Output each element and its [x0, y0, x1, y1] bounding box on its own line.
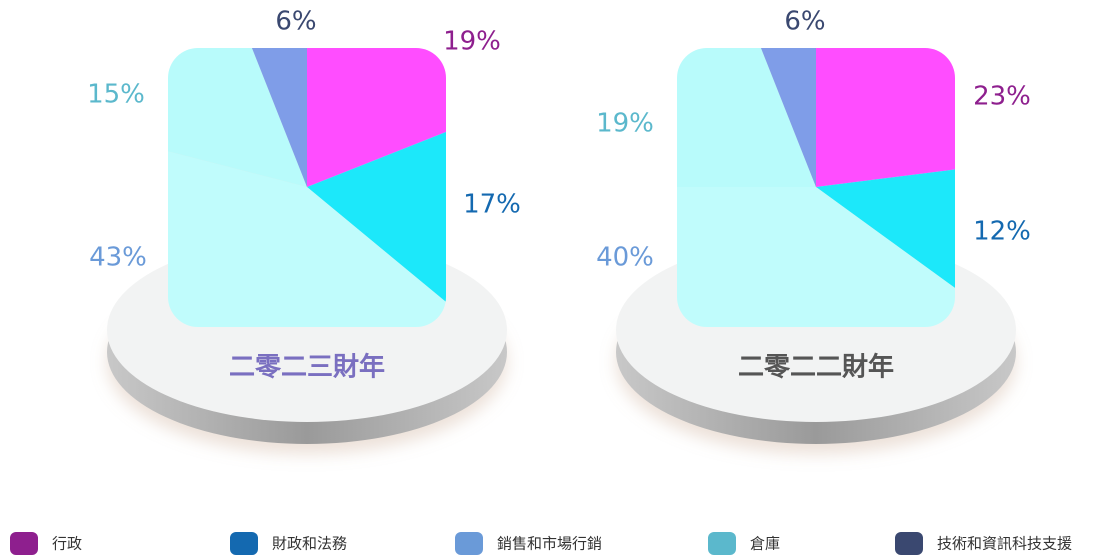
value-label: 19% — [596, 109, 654, 139]
value-label: 43% — [89, 243, 147, 273]
pie-slice — [307, 48, 446, 187]
value-label: 19% — [443, 27, 501, 57]
pie-slice — [168, 122, 446, 327]
pie-slice — [677, 187, 955, 327]
value-label: 23% — [973, 82, 1031, 112]
pie-slice — [211, 48, 307, 187]
legend-swatch — [708, 532, 736, 555]
pie — [168, 48, 446, 327]
value-label: 15% — [87, 80, 145, 110]
pie-slice — [677, 48, 816, 187]
value-label: 40% — [596, 243, 654, 273]
chart-title: 二零二二財年 — [738, 352, 894, 383]
legend-label: 技術和資訊科技支援 — [937, 535, 1072, 553]
pie-slice — [816, 154, 955, 327]
value-label: 12% — [973, 217, 1031, 247]
legend-label: 倉庫 — [750, 535, 780, 553]
legend-swatch — [895, 532, 923, 555]
legend-label: 銷售和市場行銷 — [497, 535, 602, 553]
value-label: 6% — [275, 7, 316, 37]
pie — [677, 48, 955, 327]
chart-title: 二零二三財年 — [229, 352, 385, 383]
legend-label: 財政和法務 — [272, 535, 347, 553]
pie-slice — [307, 91, 446, 327]
pie-slice — [816, 48, 955, 187]
value-label: 6% — [784, 7, 825, 37]
value-label: 17% — [463, 190, 521, 220]
legend-swatch — [455, 532, 483, 555]
pie-slice — [720, 48, 816, 187]
pie-slice — [168, 48, 307, 187]
legend-label: 行政 — [52, 535, 82, 553]
legend-swatch — [10, 532, 38, 555]
legend-swatch — [230, 532, 258, 555]
